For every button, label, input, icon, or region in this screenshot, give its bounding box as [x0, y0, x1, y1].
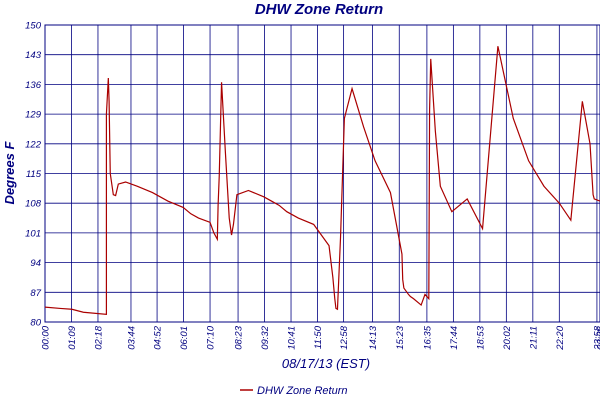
- series-line-dhw-zone-return: [45, 46, 600, 314]
- x-tick-label: 12:58: [339, 325, 350, 349]
- x-tick-label: 08:23: [234, 325, 245, 349]
- x-tick-label: 15:23: [395, 325, 406, 349]
- x-tick-label: 18:53: [475, 325, 486, 349]
- x-tick-label: 21:11: [528, 326, 539, 350]
- y-tick-label: 87: [30, 288, 41, 299]
- grid-lines: [45, 25, 600, 322]
- x-tick-label: 14:13: [368, 325, 379, 349]
- x-tick-label: 09:32: [260, 325, 271, 349]
- x-tick-label: 02:18: [93, 325, 104, 349]
- legend: DHW Zone Return: [240, 385, 347, 397]
- x-axis-ticks: 00:00 01:09 02:18 03:44 04:52 06:01 07:10 08:23…: [41, 325, 600, 350]
- y-tick-label: 143: [25, 50, 42, 61]
- x-tick-label: 10:41: [287, 326, 298, 350]
- x-tick-label: 16:35: [422, 325, 433, 349]
- x-tick-label: 04:52: [153, 325, 164, 349]
- x-tick-label: 07:10: [206, 325, 217, 349]
- x-tick-label: 20:02: [502, 325, 513, 350]
- x-axis-label: 08/17/13 (EST): [282, 356, 370, 371]
- x-tick-label: 22:20: [555, 325, 566, 350]
- y-tick-label: 101: [25, 228, 41, 239]
- y-tick-label: 122: [25, 139, 42, 150]
- y-tick-label: 150: [25, 21, 42, 32]
- chart-title: DHW Zone Return: [255, 1, 383, 18]
- y-tick-label: 108: [25, 199, 42, 210]
- y-tick-label: 136: [25, 80, 42, 91]
- y-tick-label: 115: [26, 169, 42, 180]
- x-tick-label: 01:09: [67, 325, 78, 349]
- x-tick-label: 23:36: [596, 325, 600, 350]
- x-tick-label: 17:44: [449, 326, 460, 350]
- y-axis-label: Degrees F: [2, 141, 17, 205]
- y-tick-label: 129: [25, 110, 42, 121]
- x-tick-label: 00:00: [41, 325, 52, 349]
- legend-label: DHW Zone Return: [257, 385, 347, 397]
- x-tick-label: 06:01: [179, 326, 190, 350]
- x-tick-label: 11:50: [313, 325, 324, 349]
- y-tick-label: 94: [30, 258, 41, 269]
- x-tick-label: 03:44: [126, 326, 137, 350]
